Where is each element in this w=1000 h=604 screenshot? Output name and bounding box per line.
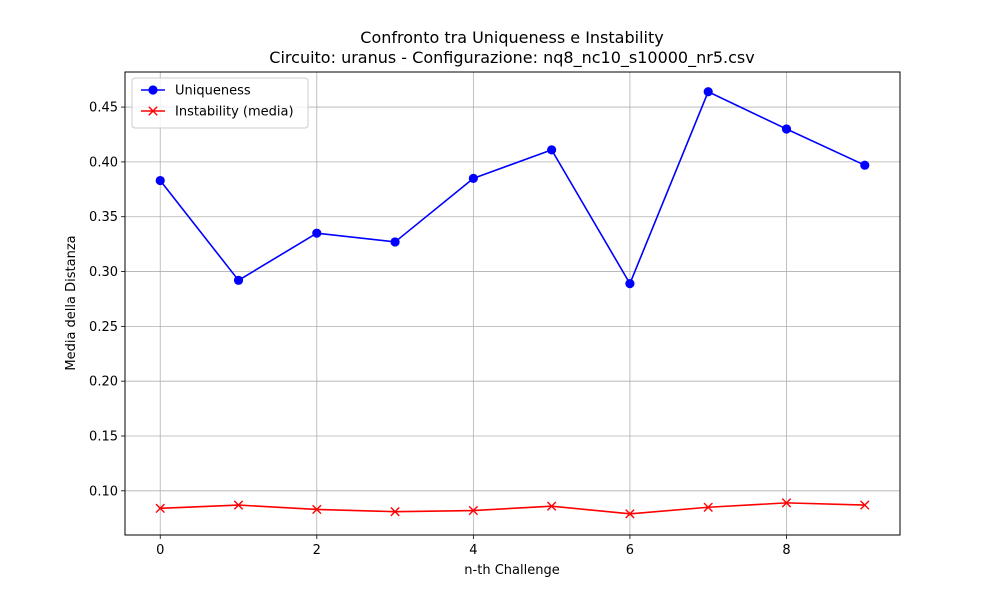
data-point — [625, 509, 635, 519]
x-tick-label: 2 — [313, 543, 321, 558]
data-point — [703, 87, 713, 97]
data-point — [860, 160, 870, 170]
chart-subtitle: Circuito: uranus - Configurazione: nq8_n… — [269, 48, 754, 68]
legend-box — [131, 77, 309, 129]
y-tick-label: 0.45 — [89, 101, 118, 116]
legend-marker — [148, 85, 158, 95]
series-lines — [155, 87, 870, 519]
data-point — [155, 503, 165, 514]
data-point — [390, 506, 400, 517]
y-tick-label: 0.35 — [89, 210, 118, 225]
y-tick-label: 0.20 — [89, 375, 118, 390]
legend-entry: Instability (media) — [141, 105, 294, 120]
data-point — [781, 124, 792, 134]
y-tick-label: 0.10 — [89, 484, 118, 499]
series-0 — [155, 87, 870, 289]
legend: Uniqueness Instability (media) — [131, 77, 309, 129]
x-tick-label: 8 — [782, 543, 790, 558]
legend-label: Uniqueness — [175, 84, 251, 99]
series-line — [160, 502, 865, 515]
y-axis-label: Media della Distanza — [64, 235, 79, 370]
grid-lines — [125, 72, 900, 535]
y-tick-label: 0.15 — [89, 429, 118, 444]
legend-entry: Uniqueness — [141, 84, 251, 99]
data-point — [468, 505, 479, 516]
x-tick-label: 4 — [469, 543, 477, 558]
data-point — [155, 175, 165, 186]
y-tick-label: 0.30 — [89, 265, 118, 280]
legend-marker — [148, 106, 158, 116]
data-point — [781, 498, 792, 508]
data-point — [233, 275, 244, 285]
data-point — [312, 504, 322, 515]
x-tick-label: 6 — [626, 543, 634, 558]
data-point — [546, 501, 557, 511]
data-point — [703, 502, 713, 512]
x-tick-label: 0 — [156, 543, 164, 558]
chart-title: Confronto tra Uniqueness e Instability — [360, 28, 663, 47]
y-tick-label: 0.25 — [89, 320, 118, 335]
series-1 — [155, 498, 870, 519]
data-point — [625, 279, 635, 289]
plot-frame — [124, 71, 901, 536]
data-point — [390, 237, 400, 247]
data-point — [547, 145, 557, 155]
data-point — [860, 500, 870, 510]
x-axis-label: n-th Challenge — [464, 563, 559, 578]
data-point — [468, 173, 478, 183]
axis-ticks: 0 2 4 6 8 0.10 0.15 0.20 0.25 0.30 0.35 0.40 0.45 — [89, 101, 791, 558]
series-line — [159, 90, 866, 285]
legend-label: Instability (media) — [175, 105, 294, 120]
data-point — [312, 228, 322, 238]
data-point — [233, 500, 244, 510]
y-tick-label: 0.40 — [89, 155, 118, 170]
